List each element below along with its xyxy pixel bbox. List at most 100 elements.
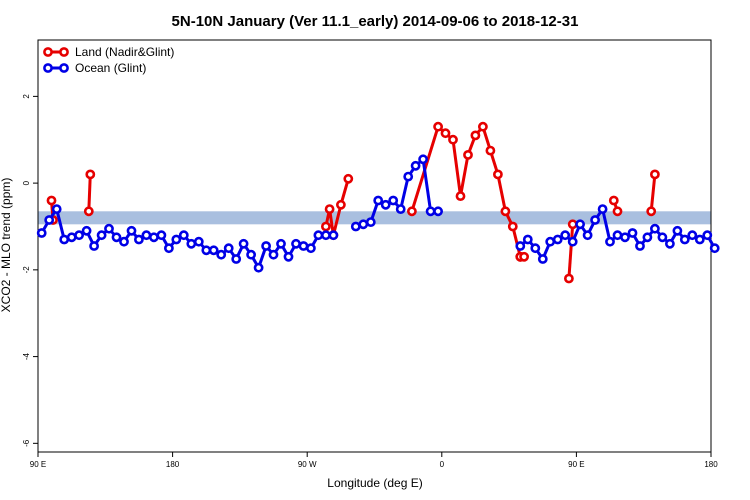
data-point	[328, 230, 339, 241]
data-point	[687, 230, 698, 241]
data-point	[343, 173, 354, 184]
data-point	[605, 236, 615, 247]
x-tick-label: 180	[166, 460, 180, 469]
data-point	[388, 195, 399, 206]
data-point	[440, 128, 451, 139]
data-point	[320, 230, 331, 241]
y-axis-label: XCO2 - MLO trend (ppm)	[0, 178, 13, 313]
data-point	[335, 199, 346, 210]
data-point	[620, 232, 630, 243]
data-point	[83, 206, 94, 217]
data-point	[238, 238, 249, 249]
data-point	[560, 230, 571, 241]
data-point	[148, 232, 159, 243]
data-point	[642, 232, 653, 243]
data-point	[567, 236, 578, 247]
data-point	[358, 219, 369, 230]
data-point	[291, 238, 301, 249]
series-ocean	[36, 154, 720, 273]
y-tick-label: -2	[22, 266, 31, 274]
data-point	[425, 206, 436, 217]
data-point	[51, 204, 62, 214]
data-point	[104, 223, 114, 234]
data-point	[672, 225, 683, 236]
data-point	[522, 234, 533, 245]
data-point	[89, 241, 99, 251]
data-point	[582, 230, 593, 241]
legend-marker	[43, 47, 53, 57]
data-point	[552, 234, 563, 245]
data-point	[418, 154, 428, 165]
data-point	[665, 238, 675, 249]
data-point	[612, 230, 623, 241]
series-land	[46, 121, 660, 284]
data-point	[635, 241, 645, 251]
data-point	[448, 134, 458, 145]
y-tick-label: -6	[22, 439, 31, 447]
data-point	[59, 234, 70, 245]
series-line	[567, 224, 575, 279]
data-point	[433, 206, 443, 217]
data-point	[406, 206, 417, 217]
data-point	[650, 169, 660, 180]
data-point	[350, 221, 361, 232]
legend-marker	[59, 47, 69, 57]
series-line	[87, 174, 92, 212]
data-point	[268, 249, 279, 260]
data-point	[477, 121, 488, 132]
data-point	[564, 273, 574, 284]
legend-entry: Land (Nadir&Glint)	[75, 45, 174, 59]
data-point	[305, 243, 316, 254]
data-point	[276, 238, 286, 249]
x-tick-label: 90 W	[298, 460, 317, 469]
data-point	[575, 219, 585, 230]
data-point	[36, 228, 47, 238]
data-point	[178, 230, 189, 241]
data-point	[44, 215, 55, 225]
data-point	[545, 236, 556, 247]
x-tick-label: 0	[440, 460, 445, 469]
data-point	[373, 195, 384, 206]
data-point	[171, 234, 182, 245]
data-point	[133, 234, 144, 245]
data-point	[530, 243, 541, 254]
data-point	[231, 254, 242, 264]
data-point	[650, 223, 660, 234]
data-point	[365, 217, 376, 227]
data-point	[223, 243, 234, 254]
data-point	[500, 206, 511, 217]
data-point	[283, 251, 294, 262]
data-point	[507, 221, 518, 232]
data-point	[433, 121, 443, 132]
legend-entry: Ocean (Glint)	[75, 61, 146, 75]
x-axis-label: Longitude (deg E)	[327, 476, 422, 490]
data-point	[403, 171, 414, 182]
data-point	[657, 232, 668, 243]
data-point	[163, 243, 174, 254]
data-point	[81, 225, 92, 236]
data-point	[85, 169, 96, 180]
legend-marker	[43, 63, 53, 73]
data-point	[46, 195, 57, 206]
data-point	[111, 232, 122, 243]
data-point	[246, 249, 256, 260]
data-point	[74, 230, 84, 241]
data-point	[515, 241, 526, 251]
x-tick-label: 90 E	[568, 460, 584, 469]
data-point	[470, 130, 481, 141]
data-point	[208, 245, 219, 256]
data-point	[463, 149, 473, 160]
data-point	[141, 230, 152, 241]
data-point	[216, 249, 227, 260]
data-point	[126, 225, 137, 236]
data-point	[380, 199, 391, 210]
data-point	[261, 241, 271, 251]
series-line	[40, 207, 334, 270]
chart-title: 5N-10N January (Ver 11.1_early) 2014-09-…	[172, 13, 579, 30]
data-point	[320, 221, 331, 232]
y-tick-label: 2	[22, 94, 31, 99]
data-point	[709, 243, 720, 254]
y-tick-label: 0	[22, 180, 31, 185]
data-point	[627, 228, 638, 238]
